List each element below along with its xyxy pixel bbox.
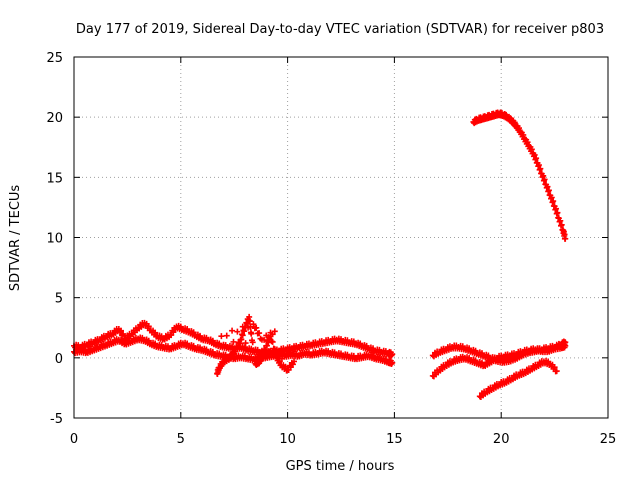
data-point-fill: [245, 324, 252, 331]
data-point-fill: [246, 318, 253, 325]
y-tick-label: 25: [46, 51, 63, 66]
x-tick-label: 0: [70, 432, 78, 447]
x-tick-label: 25: [600, 432, 617, 447]
data-point: [250, 321, 257, 328]
data-point: [562, 235, 569, 242]
data-point-fill: [233, 343, 240, 350]
y-tick-label: -5: [50, 412, 63, 427]
data-point-fill: [254, 347, 261, 354]
data-point-fill: [239, 323, 246, 330]
data-point: [256, 358, 263, 365]
y-tick-label: 5: [55, 292, 63, 307]
x-tick-labels: 0 5 10 15 20 25: [70, 432, 616, 447]
x-axis-label: GPS time / hours: [286, 459, 395, 474]
data-point-fill: [239, 332, 246, 339]
data-point-fill: [232, 348, 239, 355]
data-point-fill: [551, 364, 558, 371]
y-axis-label: SDTVAR / TECUs: [8, 185, 23, 292]
data-point: [248, 330, 255, 337]
data-point-fill: [229, 327, 236, 334]
data-point-fill: [558, 221, 565, 228]
data-point: [562, 339, 569, 346]
data-point-fill: [271, 346, 278, 353]
data-point-fill: [554, 209, 561, 216]
data-point-fill: [269, 338, 276, 345]
data-point-fill: [260, 352, 267, 359]
data-point-fill: [251, 349, 258, 356]
y-tick-label: 20: [46, 111, 63, 126]
y-tick-labels: -5 0 5 10 15 20 25: [46, 51, 63, 427]
data-point: [218, 333, 225, 340]
x-tick-label: 20: [493, 432, 510, 447]
data-point-fill: [242, 340, 249, 347]
y-tick-label: 0: [55, 352, 63, 367]
data-point-fill: [257, 357, 264, 364]
data-point-fill: [278, 355, 285, 362]
axis-ticks: [73, 56, 609, 419]
data-point-fill: [289, 361, 296, 368]
chart-title: Day 177 of 2019, Sidereal Day-to-day VTE…: [76, 22, 604, 37]
data-point: [389, 359, 396, 366]
data-point-fill: [236, 340, 243, 347]
data-point-fill: [152, 329, 159, 336]
data-point-fill: [249, 339, 256, 346]
data-point-fill: [223, 332, 230, 339]
data-point-fill: [553, 205, 560, 212]
data-point-fill: [256, 330, 263, 337]
grid-lines: [74, 57, 608, 418]
data-point-fill: [117, 327, 124, 334]
data-point-fill: [145, 323, 152, 330]
y-tick-label: 15: [46, 171, 63, 186]
data-point-fill: [262, 346, 269, 353]
x-tick-label: 10: [279, 432, 296, 447]
data-points: [71, 109, 569, 401]
data-point-fill: [234, 328, 241, 335]
data-point-fill: [120, 330, 127, 337]
data-point-fill: [230, 338, 237, 345]
data-point-fill: [266, 348, 273, 355]
data-point-fill: [238, 336, 245, 343]
data-point: [291, 358, 298, 365]
x-tick-label: 5: [177, 432, 185, 447]
y-tick-label: 10: [46, 232, 63, 247]
data-point-fill: [253, 324, 260, 331]
data-point-fill: [261, 336, 268, 343]
data-point: [271, 328, 278, 335]
data-point: [553, 368, 560, 375]
data-point-fill: [282, 363, 289, 370]
data-point-fill: [557, 217, 564, 224]
x-tick-label: 15: [386, 432, 403, 447]
data-point: [389, 351, 396, 358]
data-point-fill: [234, 344, 241, 351]
data-point-fill: [265, 334, 272, 341]
